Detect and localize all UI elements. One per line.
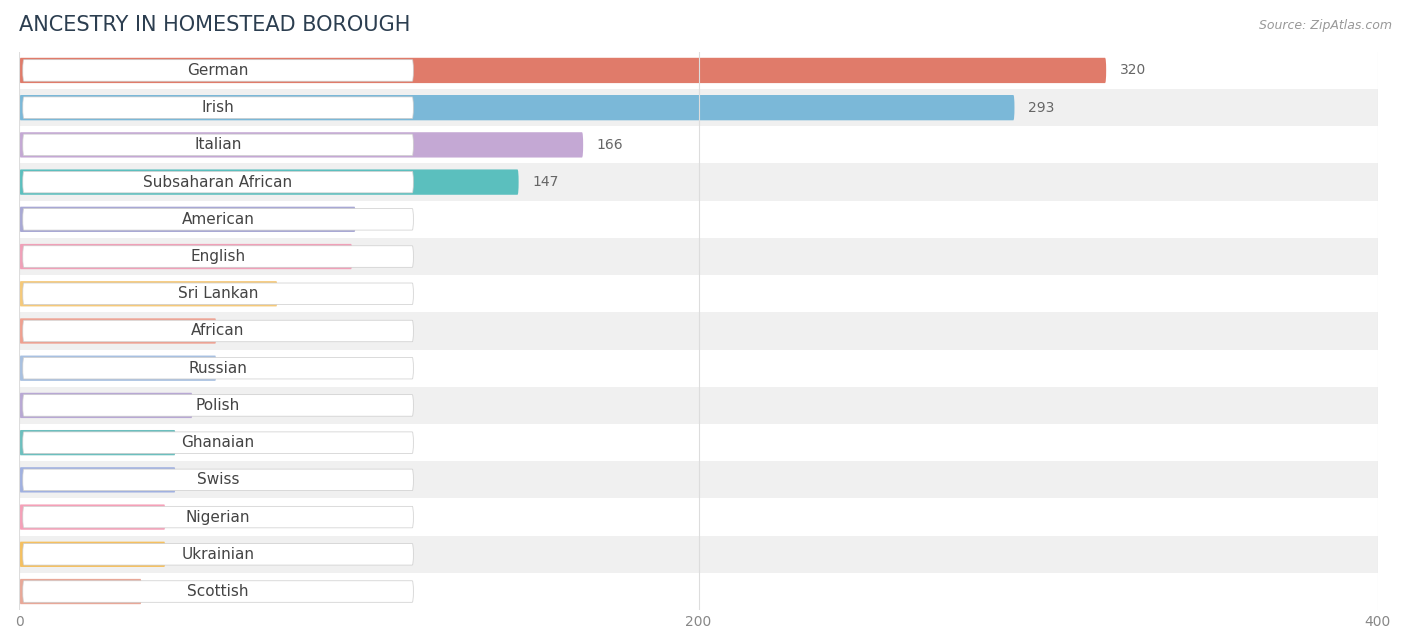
Text: 293: 293 (1028, 100, 1054, 115)
Text: Italian: Italian (194, 137, 242, 153)
Text: 166: 166 (596, 138, 623, 152)
FancyBboxPatch shape (22, 171, 413, 193)
FancyBboxPatch shape (20, 281, 277, 307)
Bar (20, 238, 1378, 275)
Text: 36: 36 (155, 585, 173, 598)
FancyBboxPatch shape (22, 320, 413, 342)
Text: 43: 43 (179, 547, 197, 562)
FancyBboxPatch shape (20, 132, 583, 158)
Text: African: African (191, 323, 245, 339)
Bar (20, 89, 1378, 126)
Text: ANCESTRY IN HOMESTEAD BOROUGH: ANCESTRY IN HOMESTEAD BOROUGH (20, 15, 411, 35)
Bar (20, 498, 1378, 536)
FancyBboxPatch shape (20, 355, 217, 381)
FancyBboxPatch shape (20, 504, 166, 530)
Text: Scottish: Scottish (187, 584, 249, 599)
FancyBboxPatch shape (20, 95, 1015, 120)
Text: 76: 76 (291, 287, 309, 301)
Bar (20, 350, 1378, 387)
Text: Irish: Irish (201, 100, 235, 115)
FancyBboxPatch shape (20, 169, 519, 194)
FancyBboxPatch shape (22, 134, 413, 156)
Text: 58: 58 (231, 324, 247, 338)
FancyBboxPatch shape (20, 318, 217, 344)
Text: American: American (181, 212, 254, 227)
Bar (20, 536, 1378, 573)
FancyBboxPatch shape (20, 542, 166, 567)
FancyBboxPatch shape (22, 581, 413, 602)
FancyBboxPatch shape (22, 506, 413, 528)
Text: Russian: Russian (188, 361, 247, 375)
FancyBboxPatch shape (22, 283, 413, 305)
FancyBboxPatch shape (22, 97, 413, 118)
Text: Subsaharan African: Subsaharan African (143, 175, 292, 189)
Bar (20, 201, 1378, 238)
Text: Ghanaian: Ghanaian (181, 435, 254, 450)
Text: 98: 98 (366, 249, 384, 263)
Text: German: German (187, 63, 249, 78)
FancyBboxPatch shape (22, 209, 413, 230)
Bar (20, 573, 1378, 610)
FancyBboxPatch shape (22, 60, 413, 81)
FancyBboxPatch shape (22, 246, 413, 267)
FancyBboxPatch shape (22, 432, 413, 453)
FancyBboxPatch shape (20, 58, 1107, 83)
FancyBboxPatch shape (22, 469, 413, 491)
Text: 320: 320 (1119, 64, 1146, 77)
Text: 43: 43 (179, 510, 197, 524)
Text: Sri Lankan: Sri Lankan (179, 287, 259, 301)
Bar (20, 461, 1378, 498)
Bar (20, 424, 1378, 461)
Text: Swiss: Swiss (197, 472, 239, 488)
Text: 46: 46 (190, 473, 207, 487)
Text: Ukrainian: Ukrainian (181, 547, 254, 562)
Text: English: English (190, 249, 246, 264)
Text: 147: 147 (533, 175, 558, 189)
Bar (20, 275, 1378, 312)
FancyBboxPatch shape (22, 544, 413, 565)
Text: Source: ZipAtlas.com: Source: ZipAtlas.com (1258, 19, 1392, 32)
FancyBboxPatch shape (20, 467, 176, 493)
Bar (20, 164, 1378, 201)
FancyBboxPatch shape (22, 357, 413, 379)
FancyBboxPatch shape (20, 207, 356, 232)
FancyBboxPatch shape (22, 395, 413, 416)
Text: Nigerian: Nigerian (186, 509, 250, 525)
Bar (20, 126, 1378, 164)
Text: 46: 46 (190, 435, 207, 450)
Text: Polish: Polish (195, 398, 240, 413)
Bar (20, 52, 1378, 89)
FancyBboxPatch shape (20, 430, 176, 455)
Text: 99: 99 (370, 213, 387, 226)
FancyBboxPatch shape (20, 393, 193, 418)
Bar (20, 312, 1378, 350)
FancyBboxPatch shape (20, 244, 353, 269)
Text: 51: 51 (207, 399, 224, 412)
Bar (20, 387, 1378, 424)
Text: 58: 58 (231, 361, 247, 375)
FancyBboxPatch shape (20, 579, 142, 604)
